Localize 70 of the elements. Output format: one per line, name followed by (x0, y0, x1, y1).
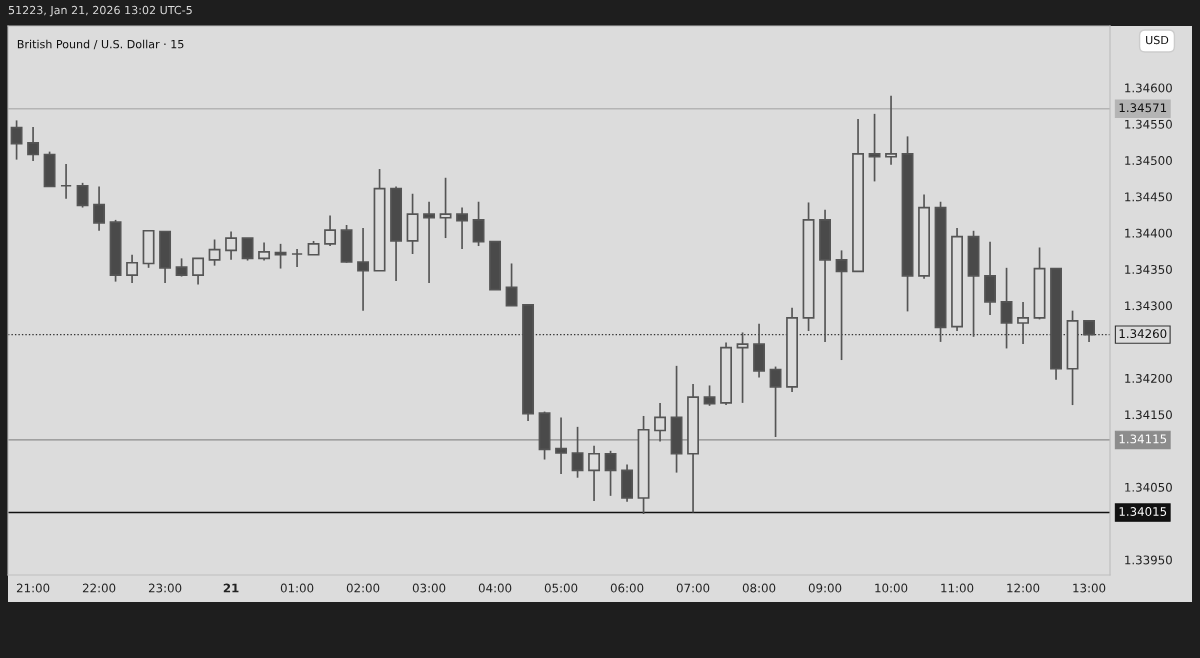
y-tick-label: 1.34200 (1125, 373, 1172, 383)
x-tick-label: 05:00 (544, 583, 578, 593)
x-tick-label: 21:00 (16, 583, 50, 593)
x-tick-label: 12:00 (1007, 583, 1040, 593)
y-tick-label: 1.34550 (1125, 119, 1172, 129)
candlestick (588, 444, 601, 502)
candlestick (769, 365, 782, 438)
candlestick (241, 237, 254, 262)
ref-line-label: 1.34260 (1119, 329, 1167, 339)
x-tick-label: 08:00 (742, 583, 776, 593)
y-tick-label: 1.34600 (1125, 83, 1172, 93)
y-tick-label: 1.34500 (1125, 156, 1172, 165)
x-tick-label: 03:00 (412, 583, 446, 593)
y-tick-label: 1.34400 (1125, 228, 1172, 238)
x-tick-label: 13:00 (1073, 583, 1106, 593)
y-tick-label: 1.34050 (1125, 482, 1172, 492)
candlestick (258, 241, 271, 262)
ref-line-label: 1.34571 (1119, 103, 1167, 113)
y-tick-label: 1.33950 (1125, 555, 1172, 565)
candlestick (274, 243, 287, 270)
candlestick (60, 163, 73, 200)
text: 51223, Jan 21, 2026 13:02 UTC-5 (8, 5, 192, 17)
candlestick (456, 206, 469, 250)
candlestick (868, 113, 881, 183)
x-tick-label: 11:00 (941, 583, 974, 593)
y-tick-label: 1.34300 (1125, 301, 1172, 311)
candlestick (192, 257, 205, 286)
candlestick (571, 426, 584, 479)
candlestick (126, 253, 139, 284)
candlestick (208, 238, 221, 267)
candlestick (505, 262, 518, 307)
candlestick (27, 126, 40, 162)
x-tick-label: 04:00 (478, 583, 512, 593)
candlestick (835, 249, 848, 361)
candlestick (885, 94, 898, 166)
text: British Pound / U.S. Dollar · 15 (17, 39, 184, 50)
candlestick (654, 402, 667, 443)
candlestick (555, 416, 568, 475)
candlestick (472, 200, 485, 247)
x-tick-label: 07:00 (676, 583, 710, 593)
text: USD (1146, 35, 1169, 45)
candlestick (10, 119, 23, 161)
candlestick (225, 230, 238, 261)
x-tick-label: 22:00 (82, 583, 116, 593)
candlestick (423, 200, 436, 284)
candlestick (604, 449, 617, 497)
x-tick-label: 06:00 (610, 583, 644, 593)
x-tick-label: 10:00 (875, 583, 908, 593)
y-tick-label: 1.34150 (1125, 410, 1172, 420)
candlestick (1017, 301, 1029, 345)
x-tick-label: 09:00 (808, 583, 842, 593)
candlestick (1000, 266, 1013, 350)
ref-line-label: 1.34015 (1119, 507, 1167, 516)
candlestick (324, 214, 337, 247)
candlestick (76, 182, 89, 209)
y-tick-label: 1.34350 (1125, 265, 1172, 274)
candlestick (93, 185, 106, 232)
x-tick-label: 02:00 (346, 583, 380, 593)
candlestick (439, 176, 452, 239)
candlestick (291, 248, 304, 268)
x-tick-label: 01:00 (280, 583, 314, 593)
y-tick-label: 1.34450 (1125, 192, 1172, 202)
candlestick (175, 257, 188, 278)
x-tick-label: 21 (223, 583, 239, 593)
ref-line-label: 1.34115 (1119, 434, 1167, 444)
candlestick (1083, 319, 1095, 343)
candlestick (703, 384, 716, 407)
x-tick-label: 23:00 (148, 583, 182, 593)
candlestick (736, 331, 749, 404)
candlestick (357, 227, 370, 312)
